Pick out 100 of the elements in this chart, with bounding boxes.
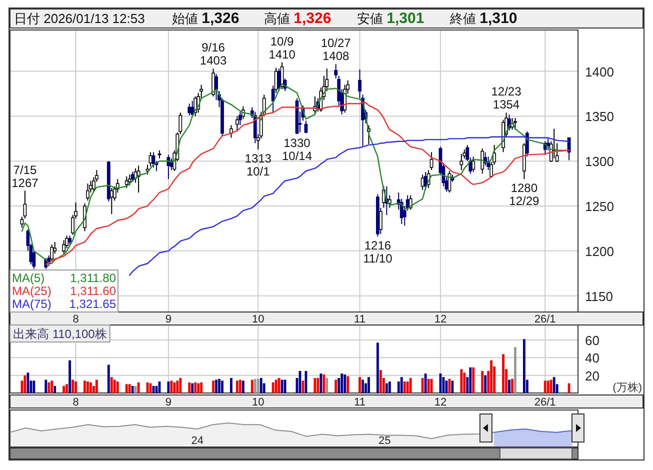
- bar: [72, 380, 74, 393]
- candlestick: [480, 148, 484, 174]
- bar: [256, 378, 260, 393]
- text: 終値 1,310: [449, 10, 518, 27]
- bar: [48, 382, 50, 393]
- bar: [472, 367, 475, 393]
- annotation: 10/27 1408: [320, 36, 352, 64]
- bar: [481, 370, 484, 393]
- candlestick: [492, 144, 496, 166]
- bar: [368, 377, 370, 393]
- bar: [95, 380, 98, 393]
- bar: [194, 382, 197, 393]
- annotation: 12/23 1354: [491, 84, 522, 112]
- bar: [511, 378, 514, 393]
- bar: [32, 380, 36, 393]
- bar: [544, 380, 546, 393]
- candlestick: [214, 74, 218, 101]
- bar: [502, 354, 504, 393]
- bar: [469, 367, 472, 393]
- x-tick-label: 9: [165, 396, 172, 408]
- candlestick: [236, 116, 239, 132]
- bar: [409, 378, 412, 393]
- y-tick-label: 40: [585, 350, 600, 366]
- bar: [238, 380, 242, 393]
- annotation: 10/9 1410: [268, 34, 296, 62]
- bar: [242, 380, 244, 393]
- bar: [552, 377, 556, 393]
- bar: [197, 383, 200, 393]
- bar: [24, 375, 26, 393]
- bar: [188, 382, 191, 393]
- bar: [406, 382, 409, 393]
- bar: [326, 378, 328, 393]
- bar: [522, 339, 526, 393]
- bar: [68, 360, 71, 393]
- candlestick: [271, 85, 275, 114]
- y-tick-label: 20: [585, 368, 600, 384]
- candlestick: [86, 183, 90, 202]
- annotation: 7/15 1267: [12, 162, 39, 190]
- bar: [179, 378, 182, 393]
- bar: [110, 377, 113, 393]
- bar: [44, 380, 48, 393]
- bar: [86, 382, 89, 393]
- bar: [74, 382, 77, 393]
- bar: [403, 382, 406, 393]
- bar: [212, 380, 214, 393]
- y-tick-label: 1350: [585, 109, 614, 124]
- bar: [218, 378, 220, 393]
- bar: [116, 382, 119, 393]
- x-tick-label: 8: [72, 396, 79, 408]
- bar: [250, 380, 254, 393]
- y-axis-title: (万株): [612, 381, 642, 394]
- y-tick-label: 60: [585, 333, 600, 348]
- candlestick: [23, 190, 27, 220]
- bar: [490, 360, 493, 393]
- bar: [191, 383, 194, 393]
- x-tick-label: 10: [252, 314, 264, 326]
- text: 高値 1,326: [264, 10, 332, 27]
- bar: [173, 382, 176, 393]
- bar: [230, 378, 232, 393]
- candlestick: [178, 112, 182, 135]
- text: MA(75) 1,321.65: [12, 297, 116, 311]
- candlestick: [472, 156, 476, 172]
- y-tick-label: 1300: [585, 154, 614, 170]
- candlestick: [130, 171, 134, 182]
- bar: [334, 380, 338, 393]
- x-tick-label: 8: [72, 314, 79, 326]
- y-tick-label: 1250: [585, 199, 614, 214]
- y-tick-label: 1200: [585, 244, 614, 259]
- bar: [376, 342, 379, 393]
- bar: [125, 384, 128, 393]
- bar: [338, 378, 340, 393]
- x-tick-label: 11: [354, 396, 366, 408]
- x-tick-label: 24: [191, 435, 204, 447]
- bar: [546, 380, 550, 393]
- text: MA(25) 1,311.60: [12, 284, 116, 298]
- bar: [340, 374, 344, 393]
- annotation: 1330 10/14: [282, 136, 312, 164]
- bar: [362, 380, 364, 393]
- chart-title: 日付 2026/01/13 12:53: [14, 11, 145, 26]
- bar: [278, 378, 280, 393]
- bar: [508, 380, 510, 393]
- bar: [358, 377, 361, 393]
- annotation: 1280 12/29: [509, 181, 540, 208]
- candlestick: [124, 176, 128, 189]
- bar: [54, 386, 56, 393]
- bar: [107, 364, 110, 393]
- candlestick: [460, 153, 464, 171]
- candlestick: [238, 111, 242, 126]
- candlestick: [128, 174, 132, 186]
- candlestick: [334, 64, 338, 79]
- bar: [344, 374, 346, 393]
- x-tick-label: 12: [434, 314, 447, 326]
- bar: [131, 386, 134, 393]
- bar: [385, 383, 388, 393]
- bar: [460, 369, 463, 393]
- bar: [221, 380, 224, 393]
- bar: [514, 347, 516, 393]
- candlestick: [378, 207, 382, 234]
- text: 始値 1,326: [172, 10, 240, 27]
- candlestick: [62, 240, 66, 254]
